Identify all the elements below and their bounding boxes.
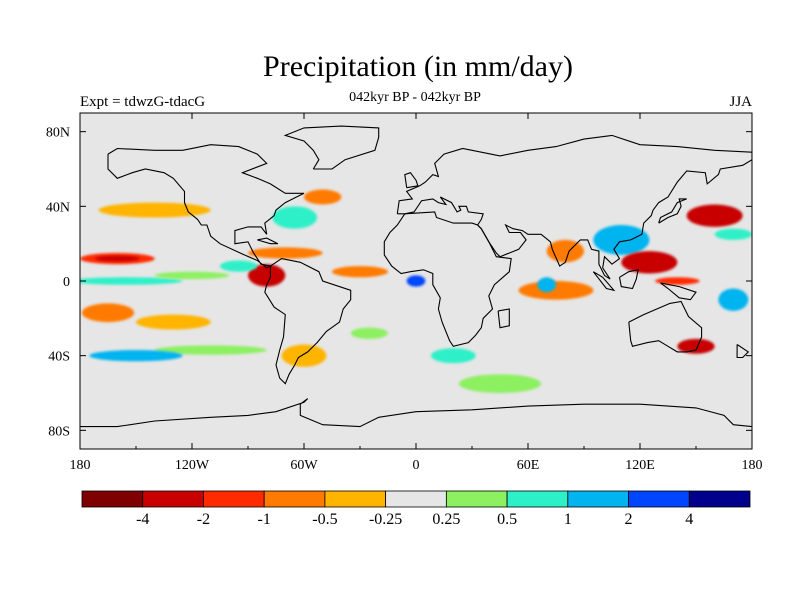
sumatra-coast xyxy=(592,271,616,292)
colorbar-label: 4 xyxy=(685,511,693,528)
africa-coast xyxy=(383,211,512,347)
colorbar-label: -0.25 xyxy=(369,511,402,528)
season-label: JJA xyxy=(729,94,752,110)
colorbar-box xyxy=(203,490,265,508)
field-patch xyxy=(247,264,286,287)
field-patch xyxy=(621,251,678,274)
colorbar-box xyxy=(263,490,326,508)
field-patch xyxy=(546,239,584,263)
field-patch xyxy=(154,345,267,355)
field-patch xyxy=(81,303,135,323)
field-patch xyxy=(537,277,557,293)
field-patch xyxy=(304,189,342,205)
field-patch xyxy=(406,275,426,287)
uk-coast xyxy=(404,172,419,189)
field-patch xyxy=(714,228,752,240)
colorbar-label: -4 xyxy=(136,511,149,528)
x-tick-label: 0 xyxy=(413,458,420,473)
antarctica-coast xyxy=(80,398,752,428)
y-tick-label: 40N xyxy=(46,200,70,215)
new-guinea-coast xyxy=(660,282,697,301)
field-patch xyxy=(94,255,140,262)
japan-coast xyxy=(658,198,687,224)
colorbar-label: -1 xyxy=(258,511,271,528)
colorbar-box xyxy=(506,490,569,508)
field-patch xyxy=(718,288,749,311)
x-tick-label: 120E xyxy=(625,458,655,473)
colorbar-box xyxy=(628,490,690,508)
x-tick-label: 60E xyxy=(517,458,540,473)
colorbar-label: -2 xyxy=(197,511,210,528)
y-tick-label: 80N xyxy=(46,126,70,141)
south-america-coast xyxy=(264,258,352,385)
colorbar-label: -0.5 xyxy=(312,511,337,528)
y-tick-label: 80S xyxy=(48,424,70,439)
colorbar-box xyxy=(688,490,751,508)
colorbar-box xyxy=(324,490,387,508)
colorbar-box xyxy=(385,490,447,508)
coastlines xyxy=(80,125,752,428)
x-tick-label: 60W xyxy=(290,458,318,473)
colorbar: -4 -2 -1 -0.5 -0.25 0.25 0.5 1 2 4 xyxy=(81,490,751,528)
europe-asia-coast xyxy=(396,134,752,280)
x-tick-label: 120W xyxy=(175,458,210,473)
colorbar-label: 0.25 xyxy=(432,511,460,528)
field-patch xyxy=(458,374,542,393)
field-patch xyxy=(136,314,211,330)
colorbar-box xyxy=(567,490,629,508)
field-patch xyxy=(89,350,183,362)
colorbar-label: 0.5 xyxy=(497,511,517,528)
precipitation-field xyxy=(80,189,752,393)
field-patch xyxy=(80,277,183,285)
field-patch xyxy=(677,338,715,354)
field-patch xyxy=(248,247,323,259)
colorbar-box xyxy=(445,490,508,508)
field-patch xyxy=(593,225,650,255)
madagascar-coast xyxy=(497,308,510,329)
colorbar-label: 1 xyxy=(564,511,572,528)
new-zealand-coast xyxy=(736,344,750,359)
y-axis-ticks: 80N 40N 0 40S 80S xyxy=(46,126,752,439)
field-patch xyxy=(220,260,258,272)
colorbar-box xyxy=(142,490,204,508)
field-patch xyxy=(686,204,743,227)
y-tick-label: 40S xyxy=(48,350,70,365)
cuba-coast xyxy=(257,237,279,245)
x-tick-label: 180 xyxy=(742,458,763,473)
field-patch xyxy=(430,348,476,364)
field-patch xyxy=(281,344,327,367)
borneo-coast xyxy=(618,269,639,290)
map-title: Precipitation (in mm/day) xyxy=(263,50,573,83)
australia-coast xyxy=(628,300,703,353)
y-tick-label: 0 xyxy=(63,275,70,290)
field-patch xyxy=(154,271,230,280)
x-axis-ticks: 180 120W 60W 0 60E 120E 180 xyxy=(70,113,763,473)
greenland-coast xyxy=(283,125,380,170)
colorbar-label: 2 xyxy=(625,511,633,528)
x-tick-label: 180 xyxy=(70,458,91,473)
field-patch xyxy=(654,277,700,285)
field-patch xyxy=(518,281,594,300)
time-period-label: 042kyr BP - 042kyr BP xyxy=(349,90,481,105)
field-patch xyxy=(98,202,211,218)
field-patch xyxy=(350,327,389,339)
north-america-coast xyxy=(107,144,305,269)
field-patch xyxy=(332,266,388,278)
experiment-label: Expt = tdwzG-tdacG xyxy=(80,94,206,110)
colorbar-box xyxy=(81,490,144,508)
field-patch xyxy=(272,206,318,229)
